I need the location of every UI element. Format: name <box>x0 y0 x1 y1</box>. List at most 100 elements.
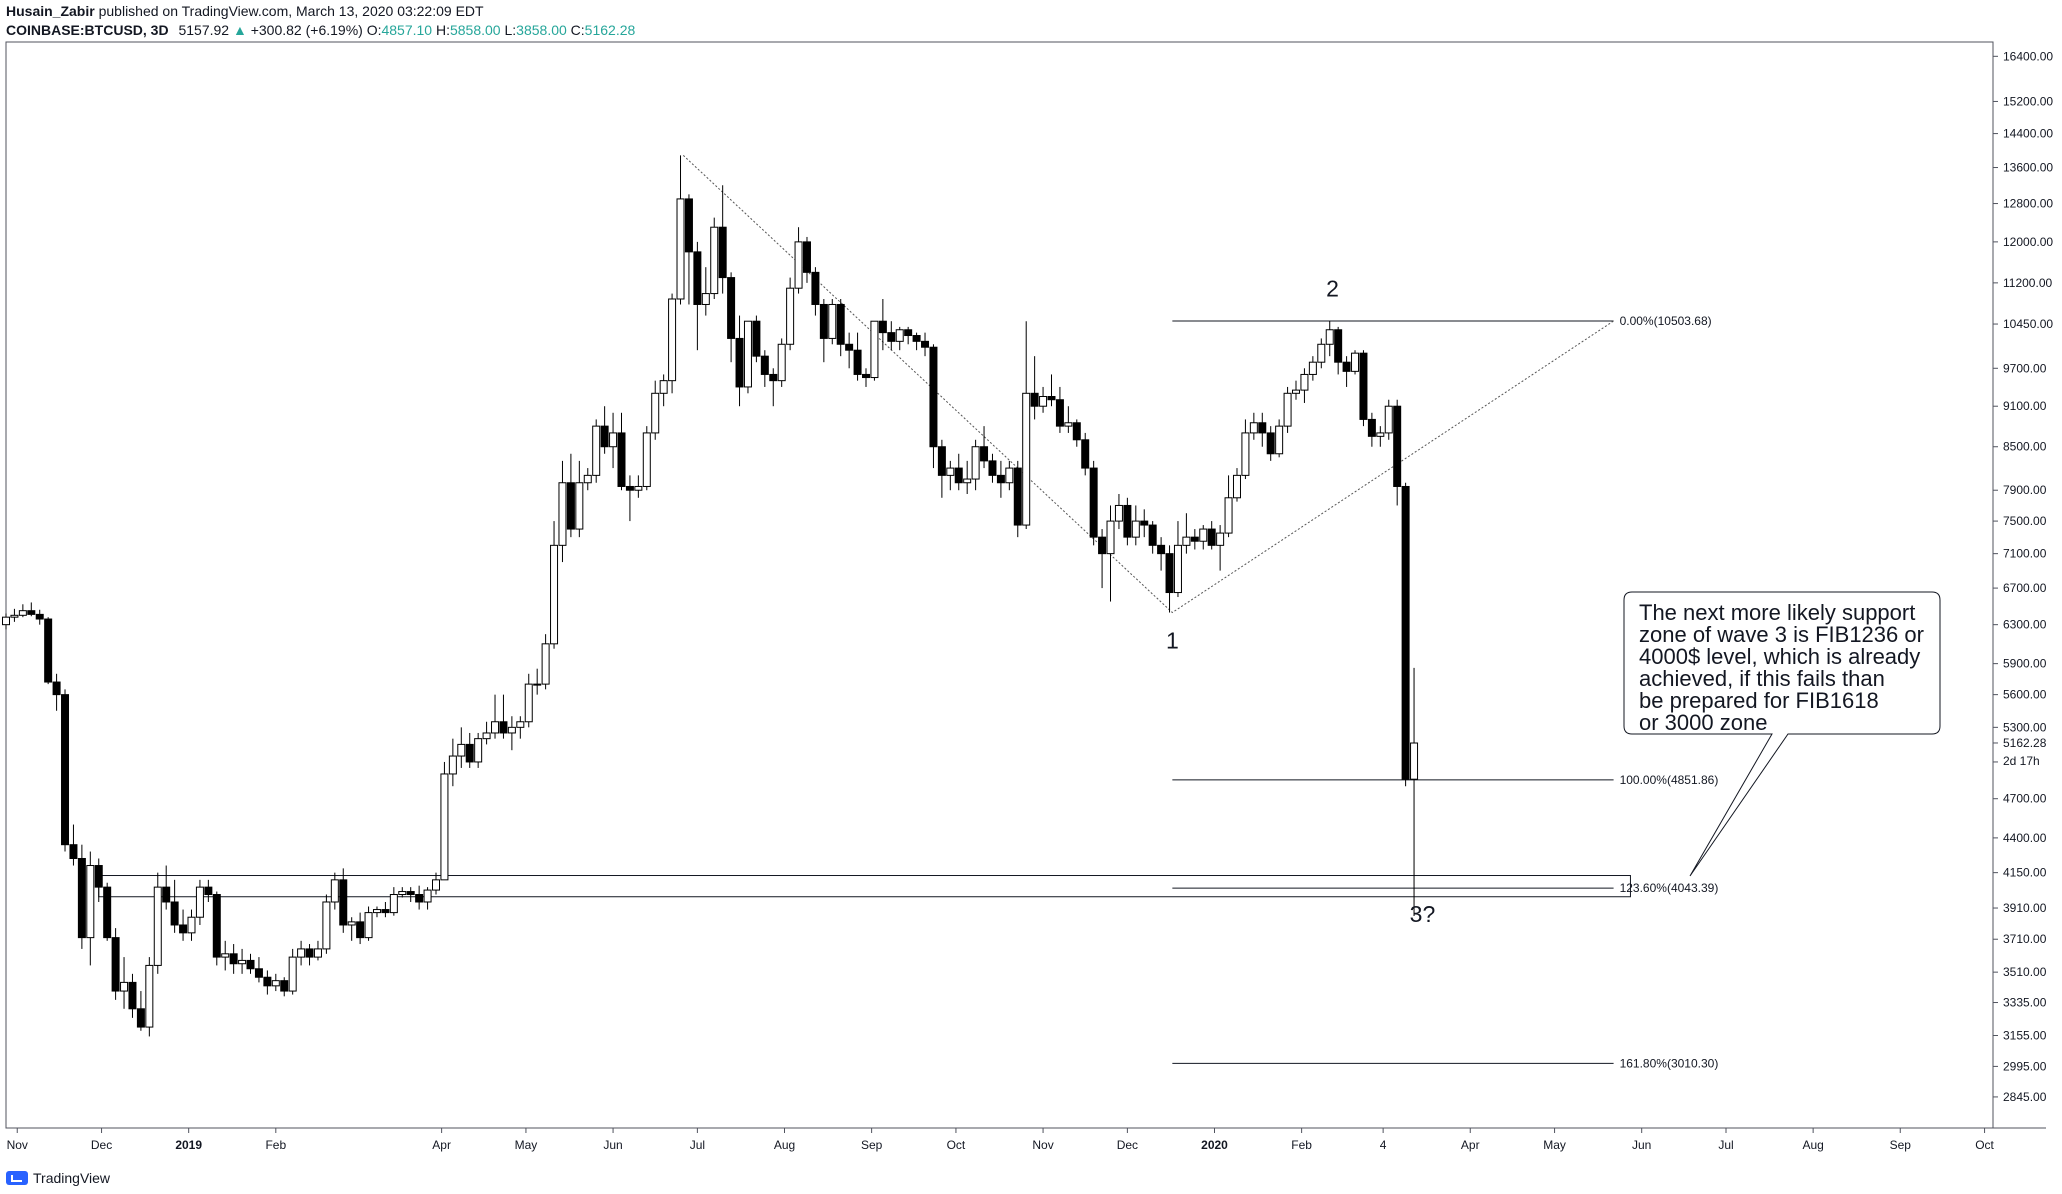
candle-down <box>280 980 289 992</box>
candle-down <box>617 432 626 487</box>
candle-up <box>86 865 95 939</box>
time-tick-label: May <box>1543 1138 1566 1152</box>
candle-down <box>44 618 53 683</box>
candle-up <box>389 894 398 914</box>
candle-up <box>2 616 10 626</box>
candle-down <box>415 894 424 903</box>
candle-up <box>1325 329 1334 345</box>
candle-up <box>1039 396 1048 407</box>
candle-down <box>980 446 989 462</box>
candle-down <box>179 924 188 934</box>
time-tick-label: Apr <box>432 1138 451 1152</box>
candle-up <box>1064 422 1073 427</box>
candle-up <box>440 773 449 881</box>
candle-up <box>524 683 533 723</box>
candle-down <box>170 901 179 926</box>
candle-down <box>1393 405 1402 487</box>
candle-up <box>398 891 407 896</box>
candle-up <box>651 392 660 434</box>
candle-up <box>364 912 373 939</box>
candle-down <box>684 198 693 253</box>
candle-up <box>120 981 129 992</box>
candle-up <box>828 303 837 339</box>
price-tick-label: 10450.00 <box>2003 317 2053 331</box>
candle-down <box>27 610 36 615</box>
candle-up <box>1232 474 1241 499</box>
candle-up <box>432 879 441 891</box>
candle-down <box>263 976 272 987</box>
wave-triangle-line <box>682 155 1614 614</box>
last-price-label: 5162.28 <box>2003 736 2047 750</box>
candle-down <box>600 425 609 448</box>
close-value: 5162.28 <box>584 22 636 38</box>
tradingview-footer[interactable]: TradingView <box>6 1170 110 1186</box>
author-name[interactable]: Husain_Zabir <box>6 3 95 19</box>
time-tick-label: Dec <box>1117 1138 1138 1152</box>
candle-up <box>1216 532 1225 546</box>
candle-up <box>297 948 306 958</box>
candle-down <box>1072 422 1081 441</box>
candle-down <box>752 320 761 357</box>
candle-up <box>895 329 904 342</box>
candle-up <box>1376 432 1385 437</box>
candle-down <box>94 865 103 888</box>
price-tick-label: 12000.00 <box>2003 235 2053 249</box>
callout-text: The next more likely support zone of wav… <box>1639 600 1924 735</box>
time-tick-label: Sep <box>1890 1138 1912 1152</box>
time-tick-label: Nov <box>1032 1138 1053 1152</box>
candle-up <box>794 241 803 289</box>
candle-down <box>802 241 811 273</box>
plot-frame <box>5 41 1994 1129</box>
price-tick-label: 7900.00 <box>2003 483 2047 497</box>
candle-down <box>727 277 736 339</box>
bar-countdown-label: 2d 17h <box>2003 754 2040 768</box>
price-tick-label: 5600.00 <box>2003 688 2047 702</box>
candle-up <box>145 964 154 1028</box>
candle-up <box>550 544 559 645</box>
candle-down <box>819 303 828 339</box>
price-tick-label: 15200.00 <box>2003 94 2053 108</box>
candle-up <box>423 889 432 903</box>
candle-up <box>372 909 381 914</box>
candle-up <box>963 478 972 484</box>
candle-up <box>777 343 786 382</box>
price-tick-label: 4700.00 <box>2003 792 2047 806</box>
candle-up <box>1005 467 1014 484</box>
time-tick-label: Feb <box>265 1138 286 1152</box>
price-tick-label: 6700.00 <box>2003 581 2047 595</box>
candle-up <box>187 916 196 934</box>
fib-level-label: 0.00%(10503.68) <box>1620 314 1712 328</box>
candle-up <box>946 467 955 476</box>
candle-up <box>575 482 584 530</box>
candle-down <box>921 340 930 348</box>
candle-down <box>996 474 1005 484</box>
candle-up <box>1249 422 1258 434</box>
footer-brand: TradingView <box>33 1170 111 1186</box>
fib-levels: 0.00%(10503.68) 100.00%(4851.86) 123.60%(4… <box>1172 314 1718 1070</box>
candle-up <box>507 726 516 734</box>
candle-down <box>862 373 871 379</box>
candle-up <box>1351 352 1360 372</box>
candle-down <box>381 909 390 914</box>
candle-up <box>457 743 466 757</box>
candle-up <box>642 432 651 487</box>
price-tick-label: 13600.00 <box>2003 161 2053 175</box>
candle-down <box>1123 504 1132 538</box>
candle-up <box>1182 536 1191 546</box>
candle-down <box>693 251 702 305</box>
candle-down <box>904 329 913 337</box>
price-tick-label: 2845.00 <box>2003 1090 2047 1104</box>
price-tick-label: 7100.00 <box>2003 547 2047 561</box>
price-tick-label: 3510.00 <box>2003 965 2047 979</box>
candle-down <box>1342 361 1351 372</box>
candle-down <box>465 743 474 763</box>
fib-level-label: 161.80%(3010.30) <box>1620 1056 1719 1070</box>
candle-up <box>1308 361 1317 375</box>
price-tick-label: 11200.00 <box>2003 276 2052 290</box>
price-tick-label: 4400.00 <box>2003 831 2047 845</box>
candle-up <box>516 721 525 728</box>
candle-down <box>625 485 634 491</box>
candle-up <box>659 380 668 394</box>
candle-down <box>229 953 238 965</box>
